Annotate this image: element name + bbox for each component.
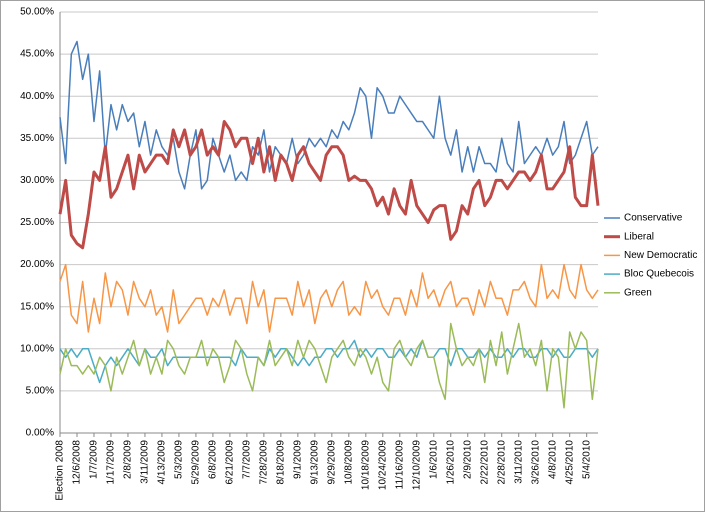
legend-label: New Democratic <box>624 250 697 261</box>
x-tick-label: 12/6/2008 <box>72 440 83 485</box>
series-line <box>59 322 599 409</box>
x-tick-label: 3/11/2010 <box>513 440 524 484</box>
x-tick-label: 9/29/2009 <box>326 440 337 485</box>
legend-label: Liberal <box>624 231 654 242</box>
legend-label: Green <box>624 287 652 298</box>
y-tick-label: 5.00% <box>26 386 54 397</box>
x-tick-label: 3/11/2009 <box>140 440 151 484</box>
x-tick-label: 1/17/2009 <box>106 440 117 485</box>
y-tick-label: 45.00% <box>20 49 54 60</box>
y-tick-label: 15.00% <box>20 301 54 312</box>
x-tick-label: 10/24/2009 <box>377 440 388 490</box>
x-tick-label: 2/28/2010 <box>496 440 507 485</box>
x-tick-label: 4/13/2009 <box>157 440 168 485</box>
x-tick-label: 6/21/2009 <box>225 440 236 485</box>
x-tick-label: 2/8/2009 <box>123 440 134 479</box>
x-tick-label: 2/22/2010 <box>479 440 490 485</box>
x-tick-label: 4/25/2010 <box>564 440 575 485</box>
x-tick-label: 10/18/2009 <box>360 440 371 490</box>
legend-label: Conservative <box>624 213 683 224</box>
x-tick-label: 12/10/2009 <box>411 440 422 490</box>
x-tick-label: 5/4/2010 <box>581 440 592 479</box>
y-tick-label: 30.00% <box>20 175 54 186</box>
x-tick-label: 7/28/2009 <box>259 440 270 485</box>
y-tick-label: 50.00% <box>20 7 54 18</box>
x-tick-label: 8/18/2009 <box>276 440 287 485</box>
x-tick-label: 11/16/2009 <box>394 440 405 490</box>
x-tick-label: 1/7/2009 <box>89 440 100 479</box>
y-tick-label: 35.00% <box>20 133 54 144</box>
x-tick-label: 5/3/2009 <box>174 440 185 479</box>
legend-label: Bloc Quebecois <box>624 269 694 280</box>
x-tick-label: 9/13/2009 <box>309 440 320 485</box>
y-tick-label: 25.00% <box>20 217 54 228</box>
x-tick-label: 3/26/2010 <box>530 440 541 485</box>
y-tick-label: 0.00% <box>26 428 54 439</box>
x-tick-label: 9/1/2009 <box>292 440 303 479</box>
y-tick-label: 40.00% <box>20 91 54 102</box>
x-tick-label: Election 2008 <box>55 440 66 501</box>
series-line <box>59 339 599 384</box>
x-tick-label: 1/26/2010 <box>445 440 456 485</box>
x-tick-label: 7/7/2009 <box>242 440 253 479</box>
x-tick-label: 5/29/2009 <box>191 440 202 485</box>
y-tick-label: 10.00% <box>20 343 54 354</box>
x-tick-label: 1/6/2010 <box>428 440 439 479</box>
y-tick-label: 20.00% <box>20 259 54 270</box>
series-line <box>59 40 599 190</box>
series-line <box>59 263 599 333</box>
x-tick-label: 4/8/2010 <box>547 440 558 479</box>
series-line <box>58 119 600 250</box>
x-tick-label: 10/8/2009 <box>343 440 354 485</box>
x-tick-label: 2/9/2010 <box>462 440 473 479</box>
x-tick-label: 6/8/2009 <box>208 440 219 479</box>
